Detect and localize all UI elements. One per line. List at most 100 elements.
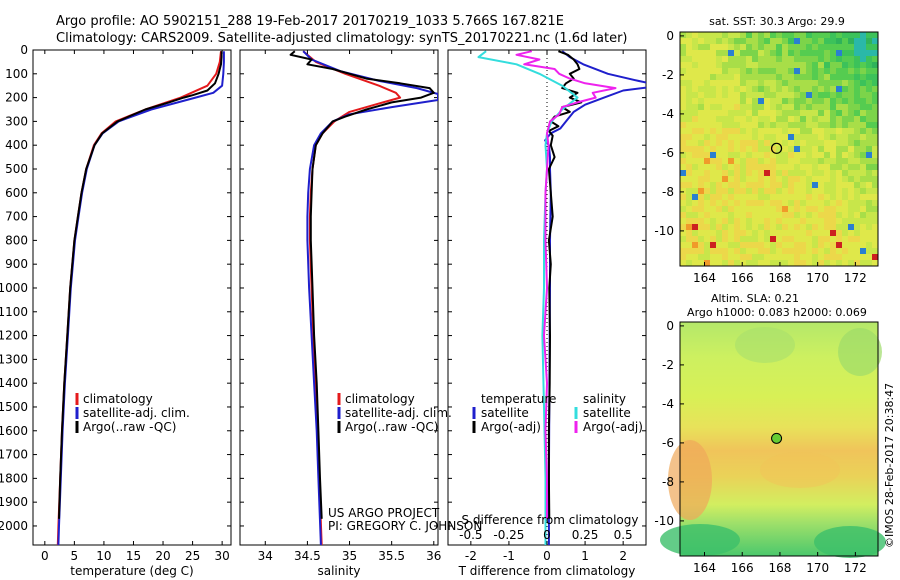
sst-heatmap-cell bbox=[860, 218, 866, 224]
sst-heatmap-cell bbox=[698, 170, 704, 176]
sst-heatmap-cell bbox=[710, 188, 716, 194]
sst-heatmap-cell bbox=[788, 158, 794, 164]
sst-heatmap-cell bbox=[776, 110, 782, 116]
sst-heatmap-cell bbox=[824, 248, 830, 254]
sst-heatmap-cell bbox=[848, 128, 854, 134]
sst-heatmap-cell bbox=[722, 110, 728, 116]
sst-heatmap-cell bbox=[746, 62, 752, 68]
sst-heatmap-cell bbox=[842, 242, 848, 248]
sst-heatmap-cell bbox=[692, 248, 698, 254]
sst-heatmap-cell bbox=[818, 110, 824, 116]
sst-heatmap-cell bbox=[728, 158, 734, 164]
series-line-climatology bbox=[56, 51, 222, 545]
sst-heatmap-cell bbox=[788, 176, 794, 182]
sst-heatmap-cell bbox=[872, 254, 878, 260]
sst-heatmap-cell bbox=[842, 62, 848, 68]
sst-heatmap-cell bbox=[710, 224, 716, 230]
sst-heatmap-cell bbox=[800, 248, 806, 254]
sst-heatmap-cell bbox=[764, 194, 770, 200]
sst-heatmap-cell bbox=[842, 44, 848, 50]
sst-heatmap-cell bbox=[824, 50, 830, 56]
sst-heatmap-cell bbox=[728, 170, 734, 176]
sst-heatmap-cell bbox=[782, 236, 788, 242]
sst-heatmap-cell bbox=[680, 164, 686, 170]
sst-heatmap-cell bbox=[692, 116, 698, 122]
sst-heatmap-cell bbox=[794, 104, 800, 110]
sst-heatmap-cell bbox=[794, 170, 800, 176]
sst-heatmap-cell bbox=[782, 62, 788, 68]
sst-heatmap-cell bbox=[818, 200, 824, 206]
sst-heatmap-cell bbox=[848, 224, 854, 230]
sst-heatmap-cell bbox=[824, 170, 830, 176]
sst-heatmap-cell bbox=[764, 212, 770, 218]
sst-heatmap-cell bbox=[842, 176, 848, 182]
sst-heatmap-cell bbox=[758, 122, 764, 128]
sst-heatmap-cell bbox=[836, 32, 842, 38]
sst-heatmap-cell bbox=[806, 248, 812, 254]
sst-heatmap-cell bbox=[692, 188, 698, 194]
temperature-x-axis: 0 5 10 15 20 25 30 bbox=[41, 50, 230, 563]
map-y-tick-label: 0 bbox=[666, 29, 674, 43]
sst-heatmap-cell bbox=[692, 140, 698, 146]
sst-heatmap-cell bbox=[740, 224, 746, 230]
sst-heatmap-cell bbox=[812, 44, 818, 50]
sst-heatmap-cell bbox=[722, 158, 728, 164]
sst-heatmap-cell bbox=[686, 104, 692, 110]
sst-heatmap-cell bbox=[854, 194, 860, 200]
sst-heatmap-cell bbox=[788, 212, 794, 218]
sst-heatmap-cell bbox=[806, 68, 812, 74]
sst-heatmap-cell bbox=[746, 206, 752, 212]
sst-heatmap-cell bbox=[752, 164, 758, 170]
sst-heatmap-cell bbox=[686, 38, 692, 44]
temperature-x-tick-label: 15 bbox=[126, 549, 141, 563]
sst-heatmap-cell bbox=[704, 242, 710, 248]
sst-heatmap-cell bbox=[686, 176, 692, 182]
sst-heatmap-cell bbox=[866, 152, 872, 158]
sst-heatmap-cell bbox=[698, 68, 704, 74]
sst-heatmap-cell bbox=[836, 164, 842, 170]
sst-heatmap-cell bbox=[860, 206, 866, 212]
map-x-tick-label: 164 bbox=[693, 271, 716, 285]
sst-heatmap-cell bbox=[830, 200, 836, 206]
sst-heatmap-cell bbox=[788, 32, 794, 38]
sst-heatmap-cell bbox=[866, 200, 872, 206]
sst-heatmap-cell bbox=[836, 230, 842, 236]
sst-heatmap-cell bbox=[680, 74, 686, 80]
sst-heatmap-cell bbox=[800, 230, 806, 236]
sst-heatmap-cell bbox=[764, 260, 770, 266]
sst-heatmap-cell bbox=[848, 116, 854, 122]
sst-heatmap-cell bbox=[788, 254, 794, 260]
sst-heatmap-cell bbox=[830, 176, 836, 182]
sst-heatmap-cell bbox=[788, 80, 794, 86]
sst-heatmap-cell bbox=[842, 80, 848, 86]
sst-heatmap-cell bbox=[794, 182, 800, 188]
sst-heatmap-cell bbox=[824, 56, 830, 62]
sst-heatmap-cell bbox=[752, 86, 758, 92]
sst-heatmap-cell bbox=[692, 98, 698, 104]
sst-heatmap-cell bbox=[806, 236, 812, 242]
sst-heatmap-cell bbox=[686, 212, 692, 218]
sst-heatmap-cell bbox=[758, 80, 764, 86]
sst-heatmap-cell bbox=[830, 56, 836, 62]
sst-heatmap-cell bbox=[806, 158, 812, 164]
legend-label-argo: Argo(..raw -QC) bbox=[83, 420, 176, 434]
sst-heatmap-cell bbox=[818, 98, 824, 104]
sst-heatmap-cell bbox=[872, 200, 878, 206]
sst-heatmap-cell bbox=[788, 56, 794, 62]
difference-x-axis: -2 -1 0 1 2 bbox=[465, 50, 627, 563]
sst-heatmap-cell bbox=[776, 248, 782, 254]
salinity-difference-x-label: S difference from climatology bbox=[462, 513, 639, 527]
sst-heatmap-cell bbox=[860, 32, 866, 38]
sst-argo-location-marker bbox=[770, 142, 783, 154]
sst-heatmap-cell bbox=[854, 176, 860, 182]
sst-heatmap-cell bbox=[770, 116, 776, 122]
sst-heatmap-cell bbox=[842, 170, 848, 176]
salinity-difference-x-axis: -0.5 -0.25 0 0.25 0.5 bbox=[459, 528, 633, 542]
sst-heatmap-cell bbox=[692, 44, 698, 50]
sst-heatmap-cell bbox=[692, 122, 698, 128]
sst-heatmap-cell bbox=[806, 128, 812, 134]
sst-heatmap-cell bbox=[866, 68, 872, 74]
sst-heatmap-cell bbox=[818, 176, 824, 182]
sst-heatmap-cell bbox=[692, 110, 698, 116]
